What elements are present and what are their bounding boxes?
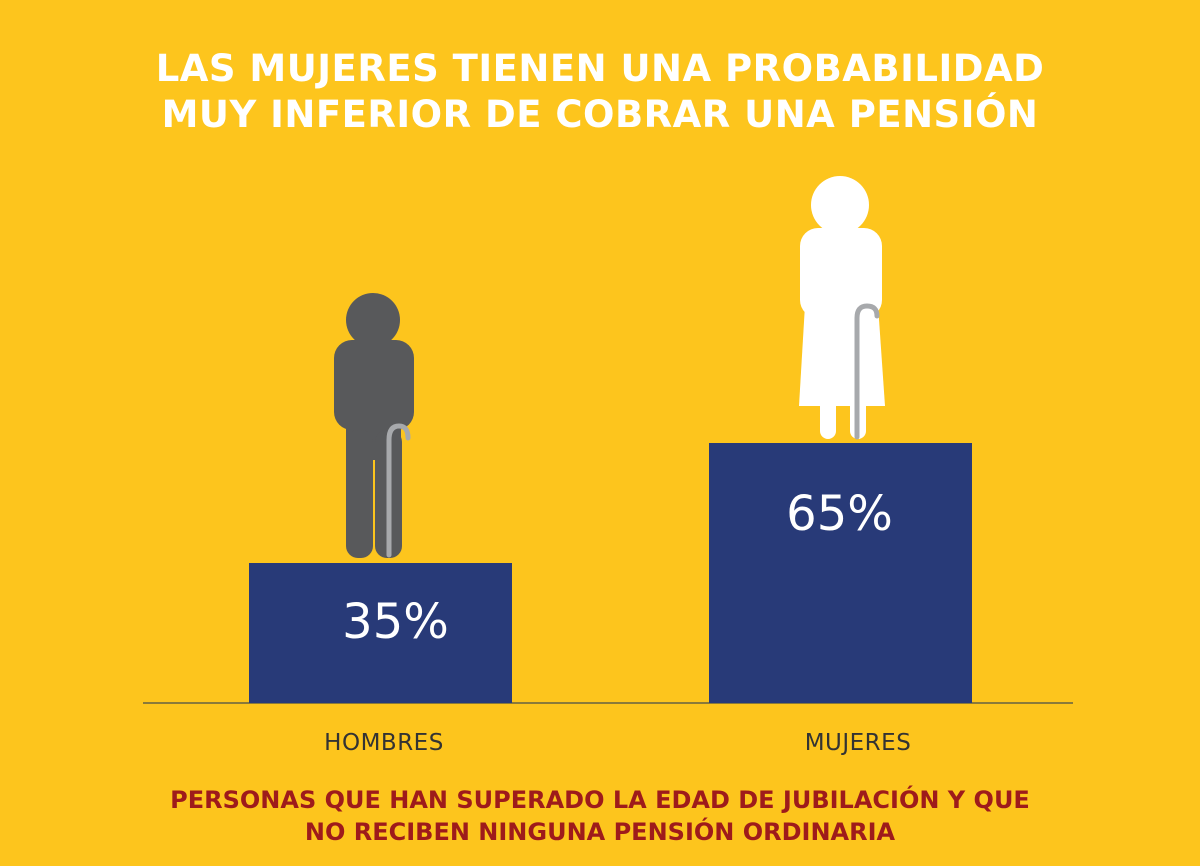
bar-mujeres	[709, 443, 972, 703]
bar-hombres	[249, 563, 512, 703]
caption-line: PERSONAS QUE HAN SUPERADO LA EDAD DE JUB…	[170, 786, 1030, 814]
chart-caption: PERSONAS QUE HAN SUPERADO LA EDAD DE JUB…	[0, 784, 1200, 848]
data-label: 65%	[786, 486, 893, 542]
caption-line: NO RECIBEN NINGUNA PENSIÓN ORDINARIA	[304, 818, 896, 846]
chart-title: LAS MUJERES TIENEN UNA PROBABILIDAD MUY …	[0, 46, 1200, 138]
category-label-hombres: HOMBRES	[324, 730, 444, 756]
elderly-man-with-cane-icon	[334, 293, 414, 558]
elderly-woman-with-cane-icon	[799, 176, 885, 440]
data-label: 35%	[342, 594, 449, 650]
title-line: LAS MUJERES TIENEN UNA PROBABILIDAD	[155, 47, 1045, 90]
category-label-mujeres: MUJERES	[804, 730, 912, 756]
title-line: MUY INFERIOR DE COBRAR UNA PENSIÓN	[161, 93, 1039, 136]
